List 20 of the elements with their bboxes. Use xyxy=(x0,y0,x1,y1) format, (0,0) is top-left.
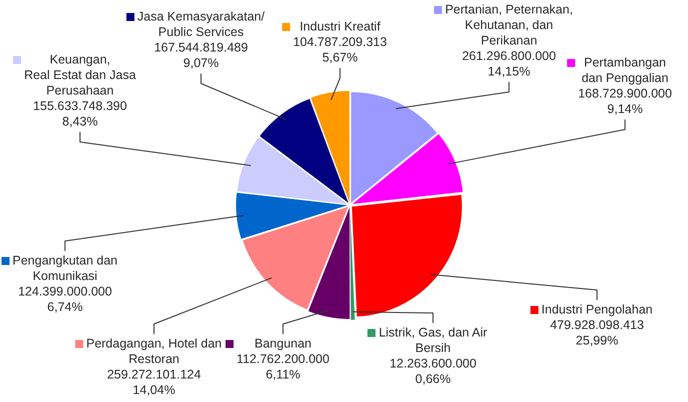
legend-label: Jasa Kemasyarakatan/ Public Services xyxy=(137,9,266,39)
data-label: 259.272.101.124 14,04% xyxy=(107,367,201,397)
legend-label: Industri Pengolahan xyxy=(541,302,653,316)
data-label: 155.633.748.390 8,43% xyxy=(33,98,127,128)
data-label: 12.263.600.000 0,66% xyxy=(390,356,476,386)
data-label: 104.787.209.313 5,67% xyxy=(293,34,387,64)
data-label: 124.399.000.000 6,74% xyxy=(18,284,112,314)
data-label: 479.928.098.413 25,99% xyxy=(550,318,644,348)
data-label: 112.762.200.000 6,11% xyxy=(236,352,330,382)
data-label: 167.544.819.489 9,07% xyxy=(154,40,248,70)
legend-label: Pengangkutan dan Komunikasi xyxy=(12,253,118,283)
legend-label: Industri Kreatif xyxy=(300,19,381,34)
data-label: 168.729.900.000 9,14% xyxy=(578,86,672,116)
legend-label: Keuangan, Real Estat dan Jasa Perusahaan xyxy=(24,52,136,98)
data-label: 261.296.800.000 14,15% xyxy=(462,48,556,78)
legend-label: Perdagangan, Hotel dan Restoran xyxy=(86,336,222,366)
legend-label: Pertanian, Peternakan, Kehutanan, dan Perikanan xyxy=(445,2,573,48)
legend-label: Pertambangan dan Penggalian xyxy=(582,55,668,85)
legend-label: Bangunan xyxy=(254,336,312,350)
legend-label: Listrik, Gas, dan Air Bersih xyxy=(378,325,488,355)
